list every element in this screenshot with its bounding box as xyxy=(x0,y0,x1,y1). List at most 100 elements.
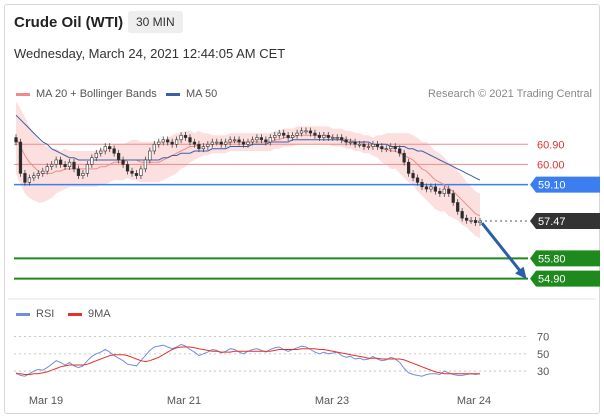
instrument-title: Crude Oil (WTI) xyxy=(14,14,124,31)
bollinger-band xyxy=(16,101,480,239)
legend-ma9-swatch xyxy=(68,312,82,316)
candle-body xyxy=(76,168,81,176)
candle-body xyxy=(81,173,85,176)
candle-body xyxy=(469,220,473,222)
x-tick-label: Mar 19 xyxy=(29,395,63,407)
candle-body xyxy=(14,137,18,143)
level-label-54.90: 54.90 xyxy=(538,274,566,286)
candle-body xyxy=(108,146,112,150)
candle-body xyxy=(139,168,143,176)
candle-body xyxy=(72,161,76,170)
candle-body xyxy=(473,220,478,223)
candle-body xyxy=(326,135,330,138)
candle-body xyxy=(420,182,424,188)
candle-body xyxy=(130,170,134,174)
candle-body xyxy=(273,135,277,138)
candle-body xyxy=(27,177,32,183)
rsi-ma9-line xyxy=(16,346,480,375)
candle-body xyxy=(304,130,308,133)
candle-body xyxy=(424,186,429,190)
candle-body xyxy=(54,159,58,165)
candle-body xyxy=(460,211,464,219)
legend-ma20-swatch xyxy=(16,92,30,96)
candle-body xyxy=(63,164,67,167)
candle-body xyxy=(90,157,94,165)
candle-body xyxy=(58,159,63,165)
candle-body xyxy=(447,188,451,194)
candle-body xyxy=(438,190,442,194)
timeframe-badge[interactable]: 30 MIN xyxy=(128,11,183,33)
candle-body xyxy=(237,139,241,143)
candle-body xyxy=(112,148,116,154)
rsi-tick-50: 50 xyxy=(537,349,549,361)
candle-body xyxy=(99,150,103,154)
candle-body xyxy=(335,137,339,139)
candle-body xyxy=(32,175,36,179)
candle-body xyxy=(478,220,482,223)
level-label-59.10: 59.10 xyxy=(538,180,566,192)
candle-body xyxy=(206,143,210,147)
research-credit: Research © 2021 Trading Central xyxy=(427,88,592,100)
candle-body xyxy=(322,135,326,138)
legend-ma9-label: 9MA xyxy=(88,308,111,320)
legend-ma50: MA 50 xyxy=(166,88,217,100)
candle-body xyxy=(152,143,156,152)
legend-ma9: 9MA xyxy=(68,308,111,320)
candle-body xyxy=(295,132,299,136)
candle-body xyxy=(264,139,268,143)
candle-body xyxy=(170,141,174,145)
candle-body xyxy=(451,193,455,203)
candle-body xyxy=(380,146,384,150)
candle-body xyxy=(210,141,214,145)
candle-body xyxy=(228,139,232,143)
legend-ma20-label: MA 20 + Bollinger Bands xyxy=(36,88,157,100)
candle-body xyxy=(41,170,45,174)
level-label-60.90: 60.90 xyxy=(537,139,565,151)
candle-body xyxy=(340,137,344,141)
legend-ma50-swatch xyxy=(166,92,180,96)
level-label-60.00: 60.00 xyxy=(537,159,565,171)
candle-body xyxy=(268,137,272,143)
candle-body xyxy=(344,139,348,143)
candle-body xyxy=(357,143,362,146)
level-tag-54.90 xyxy=(530,270,600,287)
legend-ma50-label: MA 50 xyxy=(186,88,218,100)
candle-body xyxy=(143,159,148,170)
candle-body xyxy=(219,141,223,145)
level-label-55.80: 55.80 xyxy=(538,253,566,265)
candle-body xyxy=(125,164,130,172)
legend-rsi-swatch xyxy=(16,312,30,316)
x-tick-label: Mar 24 xyxy=(457,395,491,407)
candle-body xyxy=(148,150,152,161)
level-tag-55.80 xyxy=(530,250,600,267)
rsi-tick-70: 70 xyxy=(537,332,549,344)
candle-body xyxy=(188,137,192,143)
candle-body xyxy=(197,143,201,150)
x-tick-label: Mar 21 xyxy=(167,395,201,407)
candle-body xyxy=(215,141,219,144)
candle-body xyxy=(393,146,397,150)
projection-arrow-head xyxy=(515,266,527,280)
candle-body xyxy=(18,141,23,174)
candle-body xyxy=(179,135,183,141)
candle-body xyxy=(353,141,357,145)
candle-body xyxy=(299,130,304,134)
candle-body xyxy=(183,135,188,138)
candle-body xyxy=(157,141,161,145)
candle-body xyxy=(366,146,371,148)
candle-body xyxy=(85,164,90,174)
candle-body xyxy=(166,139,170,143)
candle-body xyxy=(362,143,366,147)
candle-body xyxy=(429,186,433,190)
candle-body xyxy=(456,202,460,212)
candle-body xyxy=(371,143,375,147)
projection-arrow xyxy=(480,222,525,276)
candle-body xyxy=(161,139,165,143)
candle-body xyxy=(331,137,335,139)
level-label-57.47: 57.47 xyxy=(538,216,566,228)
rsi-tick-30: 30 xyxy=(537,366,549,378)
candle-body xyxy=(308,130,313,134)
candle-body xyxy=(259,137,264,141)
candle-body xyxy=(290,135,295,138)
